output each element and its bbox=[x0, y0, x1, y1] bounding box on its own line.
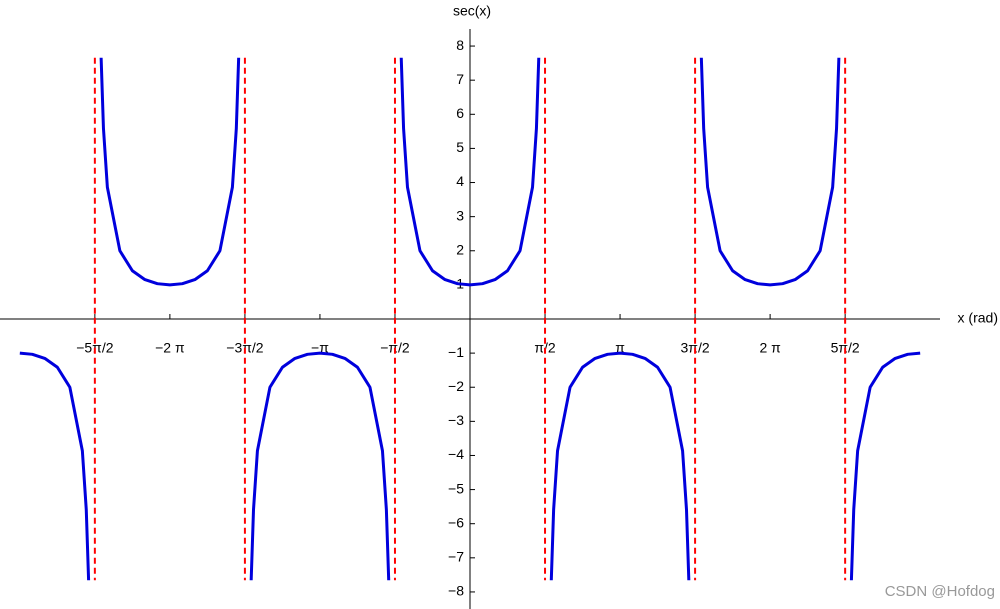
x-tick-label: π bbox=[615, 340, 625, 356]
y-tick-label: −6 bbox=[448, 514, 464, 530]
x-tick-label: 5π/2 bbox=[831, 340, 860, 356]
y-tick-label: −3 bbox=[448, 412, 464, 428]
line bbox=[399, 57, 541, 287]
y-tick-label: 3 bbox=[456, 207, 464, 223]
y-tick-label: −7 bbox=[448, 549, 464, 565]
line bbox=[19, 351, 91, 581]
x-tick-label: π/2 bbox=[534, 340, 556, 356]
line bbox=[99, 57, 241, 287]
y-tick-label: −2 bbox=[448, 378, 464, 394]
y-tick-label: 5 bbox=[456, 139, 464, 155]
line bbox=[249, 351, 391, 581]
y-tick-label: 6 bbox=[456, 105, 464, 121]
line bbox=[699, 57, 841, 287]
x-tick-label: −5π/2 bbox=[76, 340, 114, 356]
y-tick-label: −1 bbox=[448, 344, 464, 360]
line bbox=[849, 351, 921, 581]
x-tick-label: −π/2 bbox=[380, 340, 410, 356]
x-tick-label: −π bbox=[311, 340, 329, 356]
y-tick-label: −5 bbox=[448, 480, 464, 496]
x-tick-label: −2 π bbox=[155, 340, 185, 356]
x-tick-label: 3π/2 bbox=[681, 340, 710, 356]
y-tick-label: 2 bbox=[456, 241, 464, 257]
x-tick-label: −3π/2 bbox=[226, 340, 264, 356]
y-tick-label: −8 bbox=[448, 583, 464, 599]
y-tick-label: 7 bbox=[456, 71, 464, 87]
y-tick-label: 4 bbox=[456, 173, 464, 189]
line bbox=[549, 351, 691, 581]
y-axis-label: sec(x) bbox=[453, 3, 491, 19]
watermark: CSDN @Hofdog bbox=[885, 583, 995, 600]
x-axis-label: x (rad) bbox=[958, 310, 998, 326]
x-tick-label: 2 π bbox=[759, 340, 781, 356]
y-tick-label: −4 bbox=[448, 446, 464, 462]
y-tick-label: 8 bbox=[456, 37, 464, 53]
